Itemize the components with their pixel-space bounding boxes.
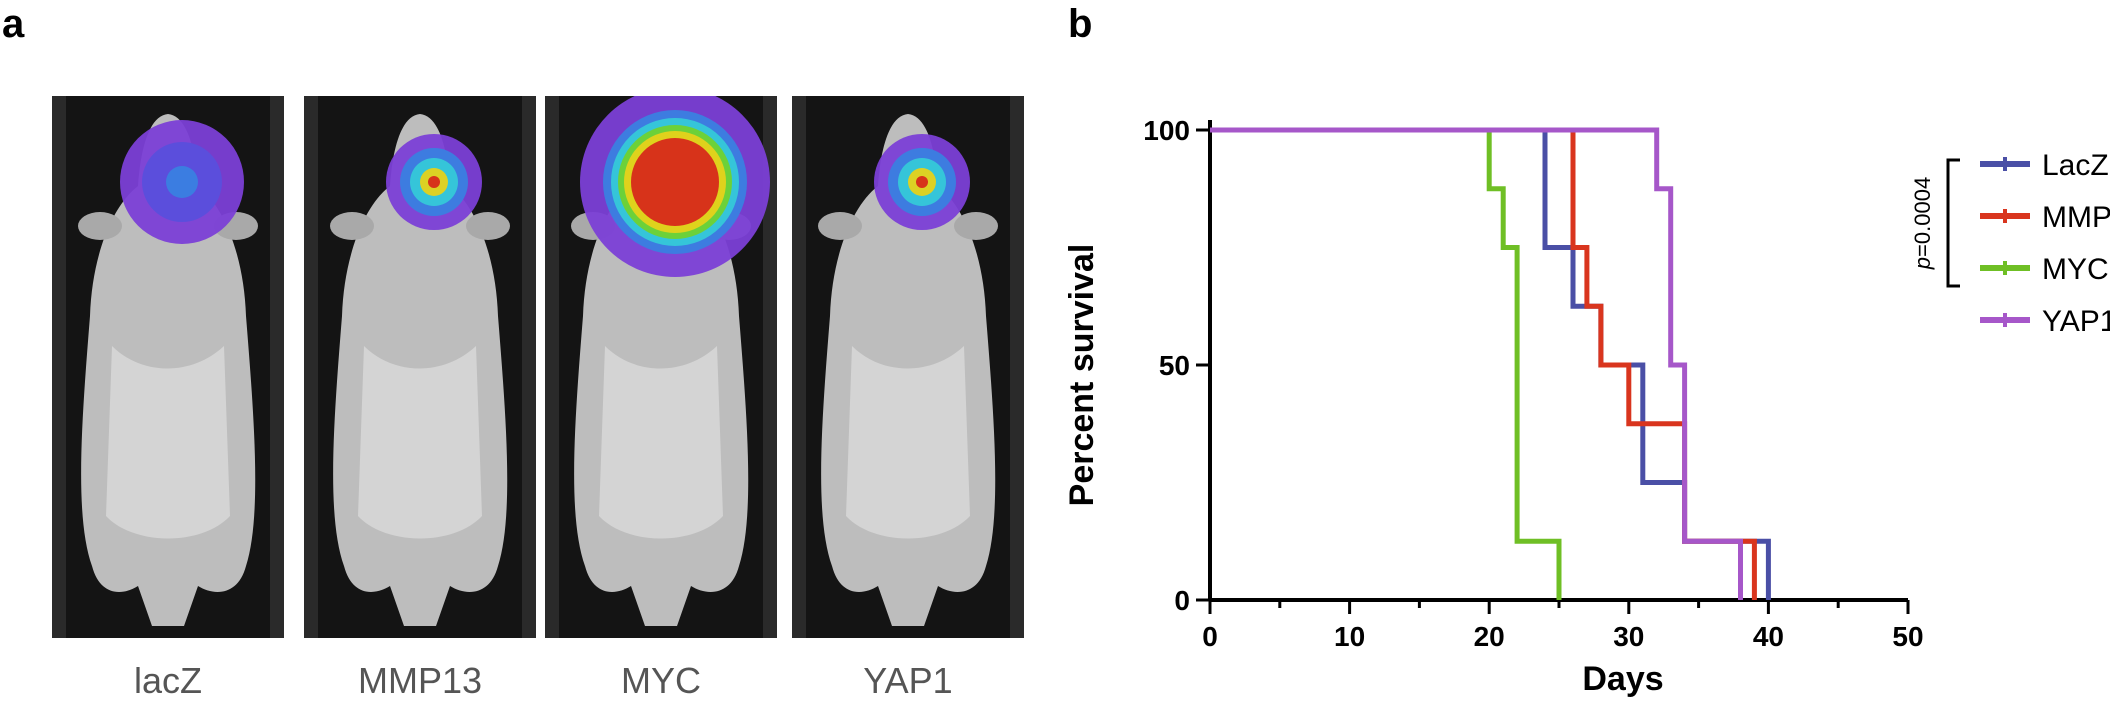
legend-label: YAP1: [2042, 305, 2110, 338]
series-line-yap1: [1210, 127, 1743, 600]
mouse-label-yap1: YAP1: [863, 660, 953, 701]
x-axis-label: Days: [1582, 660, 1663, 698]
bioluminescence-signal: [386, 134, 482, 230]
p-value-annotation: p=0.0004: [1910, 158, 1960, 288]
y-tick-label: 50: [1159, 350, 1190, 381]
y-tick-label: 100: [1143, 115, 1190, 146]
legend-label: LacZ: [2042, 149, 2109, 182]
series-line-myc: [1210, 127, 1562, 600]
mouse-image-yap1: [792, 96, 1024, 638]
mouse-label-myc: MYC: [621, 660, 701, 701]
y-tick-label: 0: [1174, 585, 1190, 616]
mouse-label-lacz: lacZ: [133, 660, 202, 701]
mouse-image-mmp13: [304, 96, 536, 638]
bioluminescence-signal: [580, 96, 770, 277]
chart-axes: 0 10 20 30 40 50 0 50 100: [1143, 115, 1923, 652]
mouse-image-myc: [545, 96, 777, 638]
legend-item-mmp13: MMP13: [1980, 201, 2110, 234]
panel-letter-b: b: [1068, 2, 1093, 46]
legend-label: MMP13: [2042, 201, 2110, 234]
x-tick-label: 30: [1613, 621, 1644, 652]
survival-chart: 0 10 20 30 40 50 0 50 100 LacZ MMP13 MYC YAP1 p=0.0…: [1063, 115, 2110, 698]
x-tick-label: 10: [1334, 621, 1365, 652]
mouse-silhouette: [304, 96, 536, 638]
legend-item-yap1: YAP1: [1980, 305, 2110, 338]
mouse-silhouette: [52, 96, 284, 638]
p-value-text: p=0.0004: [1910, 177, 1935, 270]
x-tick-label: 40: [1753, 621, 1784, 652]
x-tick-label: 50: [1892, 621, 1923, 652]
mouse-label-mmp13: MMP13: [357, 660, 483, 701]
legend-item-myc: MYC: [1980, 253, 2109, 286]
mouse-image-lacz: [52, 96, 284, 638]
panel-letter-a: a: [2, 2, 25, 46]
legend-item-lacz: LacZ: [1980, 149, 2109, 182]
chart-legend: LacZ MMP13 MYC YAP1: [1980, 149, 2110, 338]
bioluminescence-signal: [120, 120, 244, 244]
x-tick-label: 20: [1474, 621, 1505, 652]
x-tick-label: 0: [1202, 621, 1218, 652]
chart-series: [1210, 127, 1771, 600]
y-axis-label: Percent survival: [1063, 244, 1101, 507]
mouse-silhouette: [792, 96, 1024, 638]
legend-label: MYC: [2042, 253, 2109, 286]
bioluminescence-signal: [874, 134, 970, 230]
